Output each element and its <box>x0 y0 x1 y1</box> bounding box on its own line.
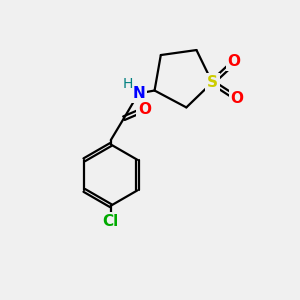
Text: N: N <box>132 86 145 101</box>
Text: H: H <box>122 77 133 91</box>
Text: S: S <box>207 75 218 90</box>
Text: O: O <box>228 55 241 70</box>
Text: O: O <box>138 102 151 117</box>
Text: O: O <box>230 91 244 106</box>
Text: Cl: Cl <box>103 214 119 229</box>
